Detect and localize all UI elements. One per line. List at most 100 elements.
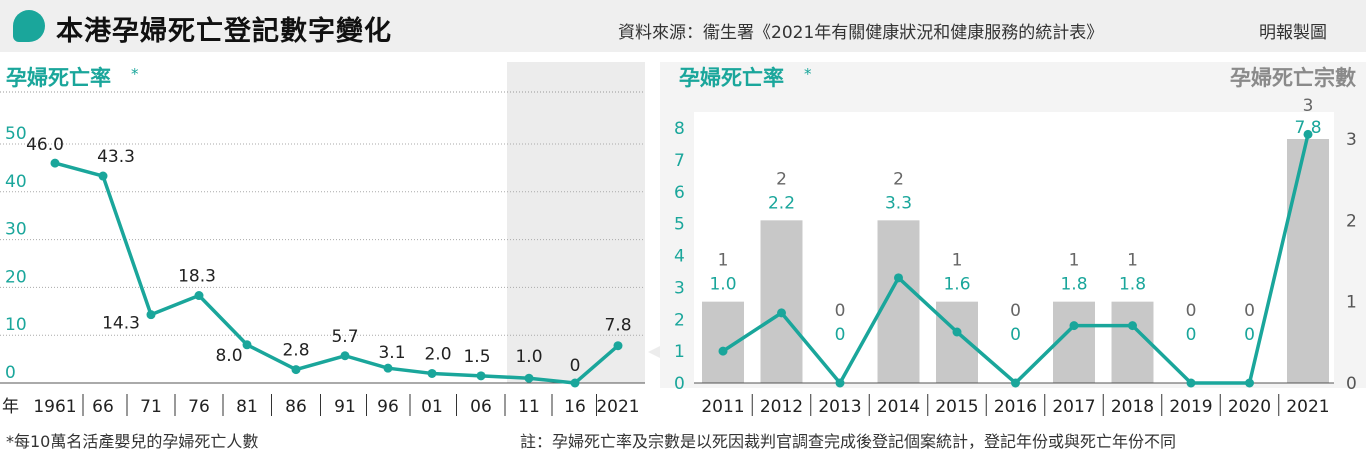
right-left-y-tick: 5: [674, 215, 685, 235]
right-x-tick: 2017: [1052, 397, 1095, 417]
left-y-tick: 10: [5, 315, 27, 335]
left-data-label: 46.0: [26, 135, 64, 155]
right-x-tick: 2020: [1228, 397, 1271, 417]
case-count-label: 1: [718, 251, 729, 271]
left-data-label: 2.0: [424, 344, 451, 364]
right-right-y-tick: 2: [1346, 211, 1357, 231]
left-data-label: 1.5: [463, 347, 490, 367]
right-data-point: [894, 273, 903, 283]
right-x-tick: 2013: [818, 397, 861, 417]
left-data-label: 7.8: [604, 316, 631, 336]
left-x-tick: 01: [421, 397, 443, 417]
rate-data-label: 1.8: [1119, 275, 1146, 295]
right-left-y-tick: 7: [674, 151, 685, 171]
left-x-tick: 66: [92, 397, 114, 417]
left-data-point: [613, 341, 623, 351]
left-data-point: [291, 365, 301, 375]
right-left-y-tick: 2: [674, 310, 685, 330]
left-x-tick: 2021: [596, 397, 639, 417]
rate-data-label: 7.8: [1294, 118, 1321, 138]
left-x-tick: 86: [285, 397, 307, 417]
case-count-bar: [760, 220, 803, 383]
graphic-credit: 明報製圖: [1259, 23, 1327, 43]
left-data-point: [383, 363, 393, 373]
right-x-tick: 2018: [1111, 397, 1154, 417]
left-x-tick: 16: [564, 397, 586, 417]
connector-arrow: [648, 346, 660, 358]
footnote: *每10萬名活產嬰兒的孕婦死亡人數: [6, 432, 259, 451]
right-left-y-tick: 8: [674, 119, 685, 139]
right-left-y-tick: 6: [674, 183, 685, 203]
left-y-tick: 40: [5, 172, 27, 192]
left-line-chart: 孕婦死亡率 * 0 10 20 30 40 50 年 1961 66 71 76 81 86 91 96 01 06…: [0, 62, 645, 417]
left-data-point: [98, 171, 108, 181]
left-x-tick: 71: [140, 397, 162, 417]
rate-data-label: 1.6: [943, 275, 970, 295]
case-count-label: 0: [1186, 301, 1197, 321]
left-data-label: 8.0: [215, 346, 242, 366]
right-data-point: [952, 327, 962, 337]
left-x-tick: 91: [334, 397, 356, 417]
case-count-label: 0: [1244, 301, 1255, 321]
case-count-label: 0: [835, 301, 846, 321]
header-bar: 本港孕婦死亡登記數字變化 資料來源：衞生署《2021年有關健康狀況和健康服務的統…: [0, 0, 1366, 52]
right-x-tick: 2015: [935, 397, 978, 417]
rate-data-label: 1.0: [709, 275, 736, 295]
left-data-point: [476, 371, 486, 381]
right-left-y-tick: 4: [674, 247, 685, 267]
left-data-label: 2.8: [282, 341, 309, 361]
case-count-label: 2: [893, 169, 904, 189]
right-left-y-tick: 1: [674, 342, 685, 362]
right-x-tick: 2021: [1286, 397, 1329, 417]
rate-data-label: 1.8: [1060, 275, 1087, 295]
case-count-bar: [1053, 301, 1095, 383]
right-left-y-tick: 3: [674, 278, 685, 298]
right-x-tick: 2019: [1169, 397, 1212, 417]
left-x-tick: 96: [377, 397, 399, 417]
right-right-y-tick: 0: [1346, 374, 1357, 394]
right-data-point: [1303, 129, 1313, 139]
right-right-axis-title: 孕婦死亡宗數: [1230, 66, 1356, 90]
left-data-label: 1.0: [515, 347, 542, 367]
case-count-label: 1: [1069, 251, 1080, 271]
case-count-label: 3: [1303, 96, 1314, 116]
left-x-tick: 81: [236, 397, 258, 417]
case-count-label: 0: [1010, 301, 1021, 321]
right-right-y-tick: 3: [1346, 130, 1357, 150]
data-source: 資料來源：衞生署《2021年有關健康狀況和健康服務的統計表》: [618, 23, 1104, 43]
left-y-tick: 0: [5, 363, 16, 383]
right-data-point: [718, 346, 728, 356]
right-data-point: [835, 378, 845, 388]
rate-data-label: 2.2: [768, 193, 795, 213]
left-x-axis-title: 年: [2, 397, 19, 417]
methodology-note: 註：孕婦死亡率及宗數是以死因裁判官調查完成後登記個案統計，登記年份或與死亡年份不…: [520, 432, 1177, 451]
left-data-point: [146, 310, 156, 320]
left-data-point: [524, 373, 534, 383]
left-y-tick: 50: [5, 124, 27, 144]
left-data-label: 18.3: [178, 267, 216, 287]
speech-bubble-icon: [13, 10, 45, 42]
left-data-point: [340, 351, 350, 361]
left-x-tick: 06: [470, 397, 492, 417]
left-title-asterisk: *: [131, 65, 139, 83]
recent-years-band: [507, 62, 645, 383]
left-data-label: 5.7: [331, 327, 358, 347]
case-count-label: 1: [952, 251, 963, 271]
left-y-tick: 30: [5, 220, 27, 240]
right-right-y-tick: 1: [1346, 293, 1357, 313]
right-data-point: [1128, 321, 1137, 331]
left-chart-title: 孕婦死亡率: [6, 66, 111, 90]
case-count-label: 1: [1127, 251, 1138, 271]
left-x-tick: 1961: [33, 397, 76, 417]
rate-data-label: 0: [1186, 325, 1197, 345]
right-x-tick: 2014: [877, 397, 920, 417]
case-count-label: 2: [776, 169, 787, 189]
rate-data-label: 3.3: [885, 193, 912, 213]
right-data-point: [777, 308, 786, 318]
right-data-point: [1069, 321, 1079, 331]
left-data-label: 3.1: [378, 343, 405, 363]
left-data-point: [242, 340, 252, 350]
left-x-tick: 76: [188, 397, 210, 417]
right-x-tick: 2016: [994, 397, 1037, 417]
